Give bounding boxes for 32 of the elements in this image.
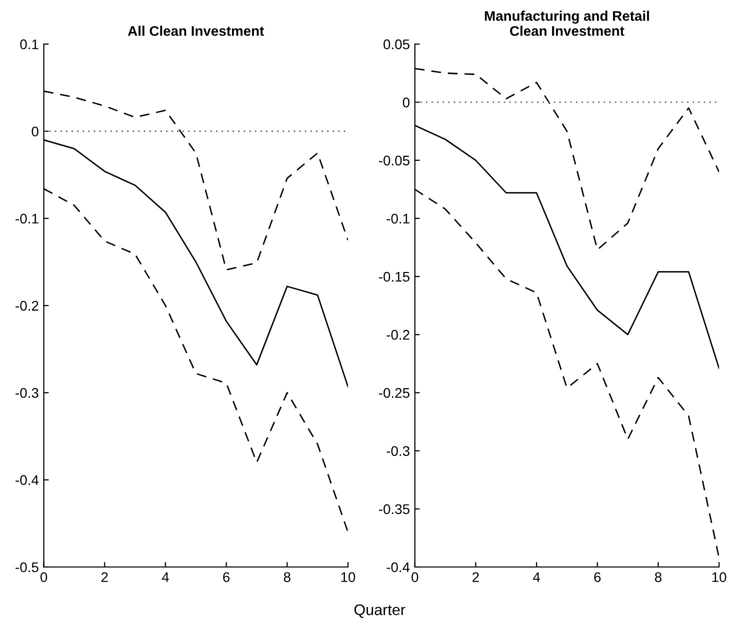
y-tick-label: -0.35 (378, 504, 410, 514)
x-tick-label: 0 (412, 572, 418, 582)
x-tick-label: 10 (341, 572, 356, 582)
x-tick-label: 8 (654, 572, 662, 582)
y-tick-label: -0.4 (386, 562, 410, 572)
y-tick-label: 0.05 (384, 39, 410, 50)
y-tick-label: -0.1 (16, 214, 38, 224)
y-tick-label: 0 (402, 98, 410, 108)
y-tick-label: -0.3 (16, 388, 38, 398)
y-tick-label: 0 (32, 126, 38, 136)
y-tick-label: -0.4 (16, 475, 39, 486)
x-tick-label: 10 (712, 572, 726, 582)
x-tick-label: 4 (162, 572, 169, 582)
chart-title: All Clean Investment (128, 26, 264, 36)
x-tick-label: 2 (101, 572, 108, 582)
y-tick-label: -0.1 (386, 214, 410, 224)
y-tick-label: -0.25 (378, 388, 410, 398)
y-tick-label: -0.05 (378, 156, 410, 166)
chart-title: Manufacturing and Retail Clean Investment (484, 10, 649, 36)
x-tick-label: 4 (533, 572, 540, 582)
x-tick-label: 0 (40, 572, 48, 582)
y-tick-label: -0.2 (16, 300, 38, 311)
y-tick-label: -0.2 (386, 330, 410, 340)
x-tick-label: 6 (223, 572, 230, 582)
y-tick-label: -0.15 (378, 272, 410, 282)
y-tick-label: 0.1 (20, 39, 38, 50)
x-axis-title: Quarter (354, 604, 406, 618)
x-tick-label: 8 (284, 572, 290, 582)
x-tick-label: 6 (594, 572, 601, 582)
y-tick-label: -0.3 (386, 446, 410, 456)
x-tick-label: 2 (472, 572, 479, 582)
y-tick-label: -0.5 (16, 562, 38, 572)
